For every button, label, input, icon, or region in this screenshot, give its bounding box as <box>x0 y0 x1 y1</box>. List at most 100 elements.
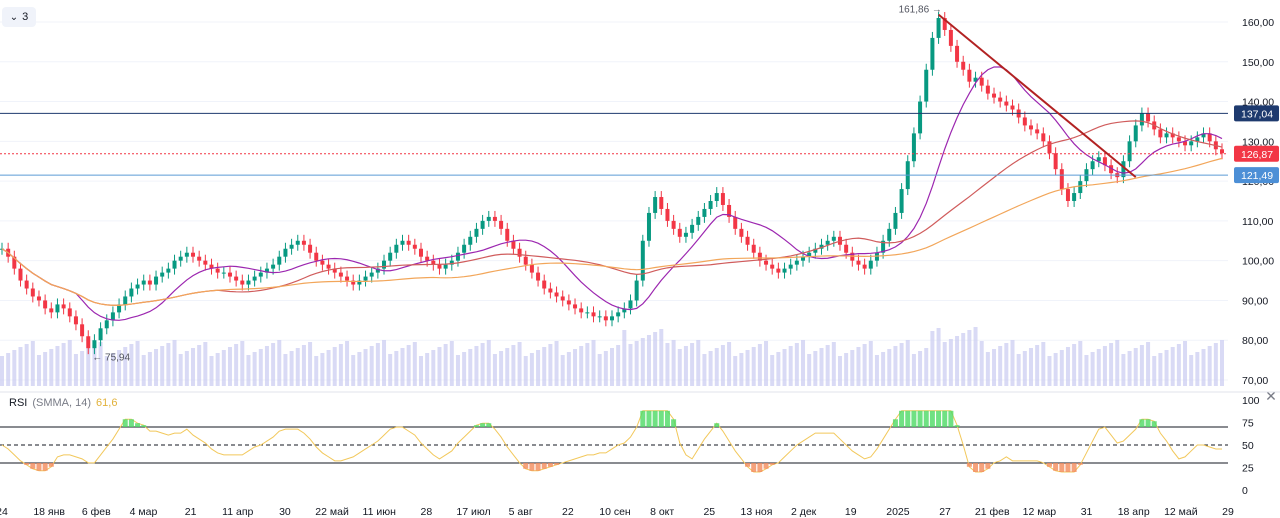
rsi-overbought-fill <box>652 410 658 427</box>
volume-bar <box>1078 341 1083 386</box>
volume-bar <box>548 344 553 386</box>
candle-body <box>961 61 966 70</box>
candle-body <box>751 244 756 253</box>
volume-bar <box>677 349 682 386</box>
candle-body <box>1022 117 1027 126</box>
candle-body <box>603 316 608 321</box>
candle-body <box>1189 141 1194 146</box>
volume-bar <box>511 345 516 386</box>
volume-bar <box>320 353 325 386</box>
volume-bar <box>338 344 343 386</box>
candle-body <box>135 284 140 289</box>
rsi-oversold-fill <box>529 463 535 471</box>
volume-bar <box>18 347 23 386</box>
volume-bar <box>55 346 60 386</box>
time-tick-label: 30 <box>279 506 291 518</box>
volume-bar <box>899 343 904 386</box>
volume-bar <box>1139 345 1144 386</box>
candle-body <box>671 220 676 229</box>
volume-bar <box>1133 348 1138 386</box>
volume-bar <box>936 328 941 386</box>
volume-bar <box>745 350 750 386</box>
volume-bar <box>560 355 565 386</box>
candle-body <box>955 45 960 62</box>
rsi-overbought-fill <box>929 410 935 427</box>
volume-bar <box>1084 355 1089 386</box>
candle-body <box>523 256 528 265</box>
candle-body <box>221 272 226 274</box>
candle-body <box>492 216 497 221</box>
volume-bar <box>418 356 423 386</box>
close-icon[interactable]: ✕ <box>1265 388 1277 404</box>
candle-body <box>418 248 423 257</box>
volume-bar <box>640 338 645 386</box>
candle-body <box>757 252 762 261</box>
volume-bar <box>24 344 29 386</box>
candle-body <box>166 268 171 273</box>
volume-bar <box>517 342 522 386</box>
candle-body <box>659 197 664 209</box>
candle-body <box>203 260 208 265</box>
candle-body <box>308 244 313 253</box>
candle-body <box>141 280 146 285</box>
volume-bar <box>382 340 387 386</box>
volume-bar <box>332 347 337 386</box>
candle-body <box>770 264 775 269</box>
candle-body <box>1127 141 1132 162</box>
rsi-overbought-fill <box>948 410 954 427</box>
volume-bar <box>646 335 651 386</box>
candle-body <box>320 260 325 265</box>
rsi-oversold-fill <box>1071 463 1077 472</box>
candle-body <box>234 276 239 281</box>
candle-body <box>1146 113 1151 122</box>
candle-body <box>1158 129 1163 138</box>
volume-bar <box>258 349 263 386</box>
volume-bar <box>301 345 306 386</box>
rsi-legend[interactable]: RSI (SMMA, 14) 61,6 <box>9 397 117 409</box>
resistance-badge-label: 137,04 <box>1241 108 1273 120</box>
time-tick-label: 22 май <box>315 506 349 518</box>
rsi-oversold-fill <box>554 463 560 465</box>
rsi-overbought-fill <box>473 425 479 427</box>
volume-bar <box>708 351 713 386</box>
volume-bar <box>973 327 978 386</box>
candle-body <box>899 189 904 213</box>
volume-bar <box>942 342 947 386</box>
volume-bar <box>1090 352 1095 386</box>
rsi-oversold-fill <box>1077 463 1083 465</box>
candle-body <box>92 340 97 349</box>
candle-body <box>548 288 553 293</box>
volume-bar <box>326 350 331 386</box>
candle-body <box>1047 141 1052 154</box>
volume-bar <box>566 352 571 386</box>
volume-bar <box>1053 353 1058 386</box>
volume-bar <box>1035 345 1040 386</box>
candle-body <box>486 216 491 221</box>
volume-bar <box>801 340 806 386</box>
candle-body <box>480 220 485 229</box>
candle-body <box>844 244 849 253</box>
volume-bar <box>98 342 103 386</box>
rsi-tick-label: 0 <box>1242 485 1248 497</box>
candle-body <box>739 228 744 237</box>
price-tick-label: 160,00 <box>1242 17 1274 29</box>
volume-bar <box>1022 351 1027 386</box>
volume-bar <box>893 346 898 386</box>
volume-bar <box>727 342 732 386</box>
volume-bar <box>856 347 861 386</box>
volume-bar <box>505 348 510 386</box>
ma-red-line <box>1 120 1223 306</box>
volume-bar <box>948 339 953 386</box>
rsi-params: (SMMA, 14) <box>32 397 92 409</box>
candle-body <box>831 236 836 241</box>
time-tick-label: 11 июн <box>363 506 397 518</box>
volume-bar <box>825 345 830 386</box>
volume-bar <box>203 342 208 386</box>
volume-bar <box>1195 352 1200 386</box>
volume-bar <box>788 346 793 386</box>
candle-body <box>1035 129 1040 134</box>
trend-line[interactable] <box>937 13 1137 178</box>
candle-body <box>868 260 873 269</box>
volume-bar <box>154 349 159 386</box>
